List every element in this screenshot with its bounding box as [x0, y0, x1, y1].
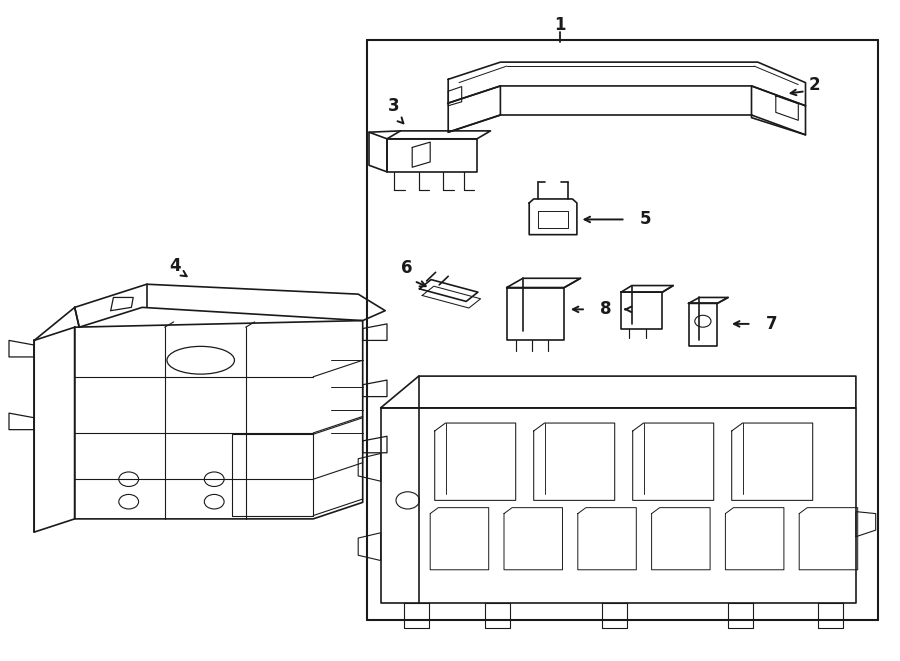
Text: 6: 6: [401, 258, 412, 277]
Text: 2: 2: [809, 75, 820, 94]
Text: 3: 3: [388, 97, 399, 115]
Text: 7: 7: [766, 315, 777, 333]
Text: 1: 1: [554, 16, 565, 34]
Text: 8: 8: [600, 300, 611, 319]
Ellipse shape: [167, 346, 234, 374]
Text: 4: 4: [170, 256, 181, 275]
Text: 5: 5: [640, 210, 651, 229]
